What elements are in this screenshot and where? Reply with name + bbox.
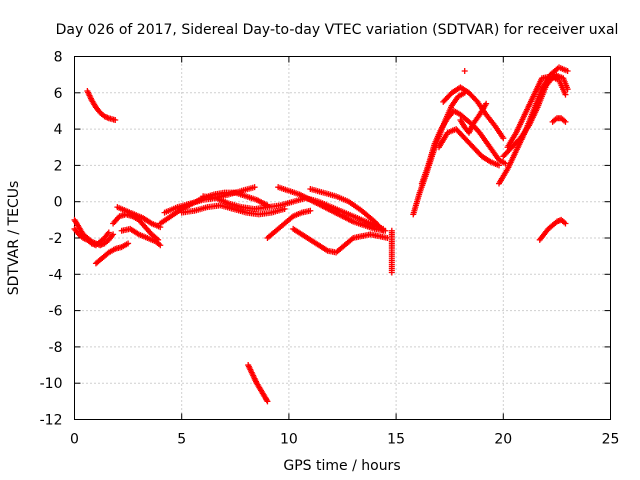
data-point — [496, 162, 503, 169]
y-tick-label: -6 — [49, 304, 63, 320]
data-point-interp — [379, 226, 386, 233]
data-point — [500, 135, 507, 142]
chart-title: Day 026 of 2017, Sidereal Day-to-day VTE… — [56, 22, 619, 38]
y-tick-labels: -12 -10 -8 -6 -4 -2 0 2 4 6 8 — [40, 50, 63, 429]
series-arc-c — [84, 87, 119, 124]
y-tick-label: 2 — [54, 158, 63, 174]
y-tick-label: 8 — [54, 50, 63, 66]
x-tick-label: 25 — [602, 432, 620, 448]
series-arc-q — [245, 362, 271, 405]
series-arc-o — [307, 185, 387, 234]
x-tick-label: 5 — [177, 432, 186, 448]
x-tick-label: 20 — [494, 432, 512, 448]
y-tick-label: -12 — [40, 413, 63, 429]
series-arc-p — [388, 227, 395, 276]
data-point — [483, 100, 490, 107]
data-point — [562, 118, 569, 125]
y-axis-label: SDTVAR / TECUs — [6, 181, 22, 296]
series-arc-z — [549, 115, 569, 125]
series-arc-b — [71, 225, 112, 249]
data-point — [562, 91, 569, 98]
series-arc-l — [264, 207, 314, 241]
series-arc-v — [457, 100, 490, 136]
y-tick-label: -2 — [49, 231, 63, 247]
series-arc-d — [92, 240, 132, 267]
series-arc-j — [178, 202, 288, 218]
x-tick-labels: 0 5 10 15 20 25 — [70, 432, 619, 448]
grid-lines — [74, 56, 611, 420]
series-arc-g — [118, 225, 164, 249]
series-arc-r — [410, 89, 468, 218]
data-point-interp — [263, 397, 270, 404]
data-point — [264, 398, 271, 405]
data-point — [461, 68, 468, 75]
series-arc-s — [418, 107, 509, 187]
data-point — [110, 231, 117, 238]
series-arc-m — [275, 184, 389, 234]
data-point — [307, 207, 314, 214]
data-point — [105, 229, 112, 236]
series-arc-aa — [536, 216, 569, 243]
axis-ticks — [74, 56, 611, 420]
data-point — [125, 240, 132, 247]
x-tick-label: 15 — [387, 432, 405, 448]
x-axis-label: GPS time / hours — [283, 458, 400, 474]
series-arc-u — [440, 84, 507, 142]
y-tick-label: -8 — [49, 340, 63, 356]
data-point — [380, 227, 387, 234]
data-point — [388, 269, 395, 276]
data-points — [71, 64, 571, 405]
series-arc-y — [504, 73, 569, 151]
y-tick-label: -4 — [49, 267, 63, 283]
data-point — [157, 242, 164, 249]
data-point — [562, 220, 569, 227]
data-point — [564, 68, 571, 75]
y-tick-label: -10 — [40, 376, 63, 392]
data-point — [112, 117, 119, 124]
series-arc-n — [290, 225, 391, 256]
x-tick-label: 0 — [70, 432, 79, 448]
y-tick-label: 4 — [54, 122, 63, 138]
y-tick-label: 0 — [54, 195, 63, 211]
series-arc-ab — [461, 68, 468, 75]
data-point — [251, 184, 258, 191]
y-tick-label: 6 — [54, 86, 63, 102]
series-arc-f — [114, 204, 164, 231]
x-tick-label: 10 — [280, 432, 298, 448]
series-arc-t — [435, 126, 503, 169]
